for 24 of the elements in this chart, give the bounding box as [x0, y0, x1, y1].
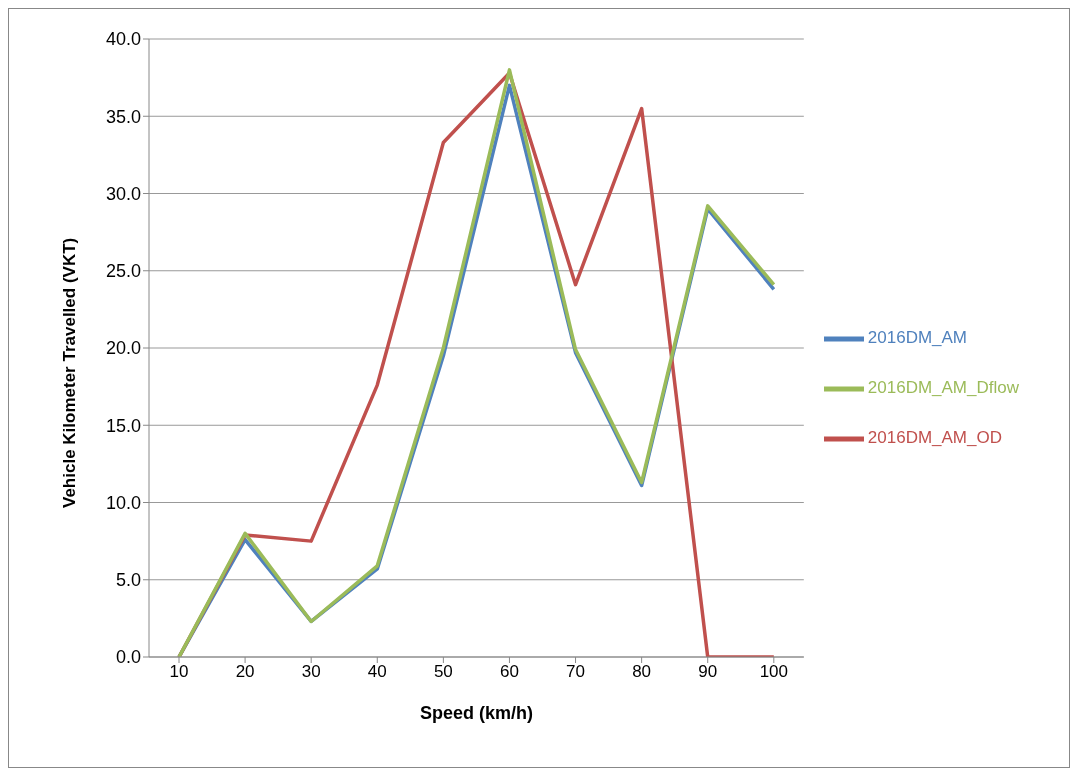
y-tick-label: 5.0 — [115, 570, 141, 591]
y-tick-label: 40.0 — [105, 29, 141, 50]
x-tick-label: 10 — [169, 662, 189, 682]
x-tick-label: 40 — [367, 662, 387, 682]
y-tick-label: 0.0 — [115, 647, 141, 668]
x-tick-label: 70 — [566, 662, 585, 682]
y-axis-title: Vehicle Kilometer Travelled (VKT) — [60, 237, 80, 508]
x-axis-title: Speed (km/h) — [419, 703, 533, 723]
y-tick-label: 15.0 — [105, 415, 141, 436]
x-tick-label: 60 — [499, 662, 519, 682]
y-tick-label: 10.0 — [105, 492, 141, 513]
x-tick-label: 30 — [301, 662, 321, 682]
legend-label: 2016DM_AM_OD — [867, 428, 1002, 447]
x-tick-label: 80 — [632, 662, 652, 682]
legend-label: 2016DM_AM_Dflow — [867, 378, 1019, 397]
x-tick-label: 20 — [235, 662, 255, 682]
y-tick-label: 20.0 — [105, 338, 141, 359]
y-tick-label: 30.0 — [105, 183, 141, 204]
x-tick-label: 90 — [698, 662, 718, 682]
x-tick-label: 50 — [433, 662, 453, 682]
y-tick-label: 35.0 — [105, 106, 141, 127]
y-tick-label: 25.0 — [105, 261, 141, 282]
legend-label: 2016DM_AM — [867, 328, 968, 347]
x-tick-label: 100 — [759, 662, 788, 682]
